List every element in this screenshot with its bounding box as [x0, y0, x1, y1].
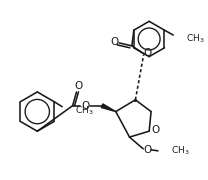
Text: O: O: [81, 101, 89, 111]
Text: O: O: [74, 81, 83, 91]
Text: O: O: [144, 48, 152, 58]
Text: O: O: [110, 37, 118, 47]
Text: CH$_3$: CH$_3$: [186, 33, 205, 45]
Text: CH$_3$: CH$_3$: [75, 104, 94, 117]
Polygon shape: [101, 104, 116, 112]
Text: O: O: [151, 125, 159, 135]
Text: CH$_3$: CH$_3$: [171, 145, 189, 157]
Text: O: O: [143, 145, 151, 155]
